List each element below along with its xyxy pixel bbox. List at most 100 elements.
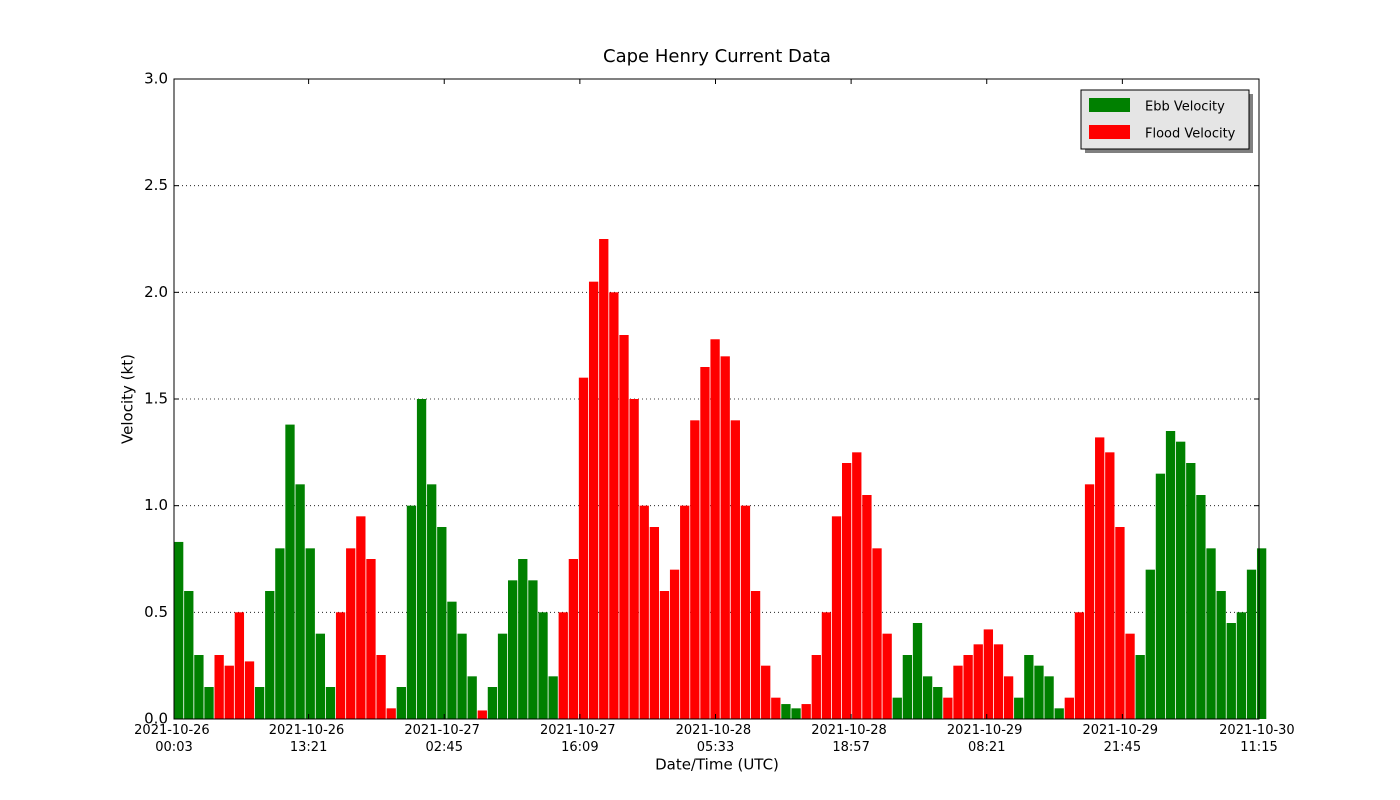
- bar: [599, 239, 609, 719]
- bar: [761, 665, 771, 719]
- bar: [821, 612, 832, 719]
- bar: [720, 356, 730, 719]
- bar: [1054, 708, 1064, 719]
- bar: [588, 281, 599, 719]
- bar: [680, 505, 690, 719]
- bar: [508, 580, 518, 719]
- bar: [710, 339, 720, 719]
- bar: [427, 484, 437, 719]
- bar: [609, 292, 619, 719]
- bar: [1014, 697, 1024, 719]
- bar: [457, 633, 467, 719]
- bar: [1176, 441, 1186, 719]
- bar: [1105, 452, 1115, 719]
- y-tick-label: 0.0: [144, 710, 168, 728]
- bar: [1074, 612, 1085, 719]
- bar: [497, 633, 508, 719]
- bar: [376, 655, 386, 719]
- bar: [447, 601, 457, 719]
- chart-title: Cape Henry Current Data: [603, 46, 831, 67]
- bar: [305, 548, 315, 719]
- bar: [1216, 591, 1226, 719]
- bar: [983, 629, 994, 719]
- bar: [811, 655, 821, 719]
- bar: [558, 612, 568, 719]
- bar: [629, 399, 639, 719]
- bar: [335, 612, 346, 719]
- x-tick-label: 2021-10-26 00:03: [134, 723, 214, 755]
- bar: [1155, 473, 1166, 719]
- bar: [649, 527, 660, 719]
- bar: [791, 708, 801, 719]
- bar: [477, 710, 487, 719]
- bar: [1165, 431, 1176, 719]
- bar: [224, 665, 234, 719]
- bar: [933, 687, 943, 719]
- bar: [1115, 527, 1125, 719]
- legend-swatch: [1089, 125, 1130, 139]
- bar: [204, 687, 214, 719]
- x-tick-label: 2021-10-27 16:09: [540, 723, 620, 755]
- bar: [214, 655, 224, 719]
- legend: [1080, 89, 1250, 150]
- bar: [1125, 633, 1135, 719]
- bar: [912, 623, 923, 719]
- y-axis-label: Velocity (kt): [119, 354, 137, 444]
- bar: [234, 612, 245, 719]
- x-tick-label: 2021-10-27 02:45: [404, 723, 484, 755]
- bar: [275, 548, 285, 719]
- bar: [1206, 548, 1216, 719]
- bar: [325, 687, 336, 719]
- bar: [528, 580, 538, 719]
- bar: [872, 548, 882, 719]
- bar: [801, 704, 811, 719]
- bar: [194, 655, 204, 719]
- bar: [416, 399, 427, 719]
- bar: [578, 377, 589, 719]
- bar: [265, 591, 275, 719]
- bar: [1044, 676, 1054, 719]
- bar: [750, 591, 761, 719]
- legend-label: Ebb Velocity: [1145, 100, 1225, 115]
- x-tick-label: 2021-10-28 05:33: [676, 723, 756, 755]
- bar: [1095, 437, 1105, 719]
- bar: [902, 655, 913, 719]
- y-tick-label: 3.0: [144, 70, 168, 88]
- bar: [386, 708, 396, 719]
- bar: [1256, 548, 1267, 719]
- bar: [518, 559, 528, 719]
- bar: [862, 495, 872, 719]
- y-tick-label: 2.5: [144, 176, 168, 194]
- bar: [487, 687, 498, 719]
- bar: [1186, 463, 1196, 719]
- bar: [1145, 569, 1155, 719]
- y-tick-label: 1.5: [144, 390, 168, 408]
- y-tick-label: 0.5: [144, 603, 168, 621]
- x-tick-label: 2021-10-28 18:57: [811, 723, 891, 755]
- bar: [538, 612, 548, 719]
- bar: [922, 676, 933, 719]
- bar: [852, 452, 862, 719]
- y-tick-label: 1.0: [144, 496, 168, 514]
- bar: [973, 644, 983, 719]
- bar: [366, 559, 376, 719]
- bar: [285, 424, 295, 719]
- bar: [993, 644, 1004, 719]
- bar: [740, 505, 751, 719]
- bar: [669, 569, 680, 719]
- bar: [690, 420, 700, 719]
- bar: [1226, 623, 1236, 719]
- x-axis-label: Date/Time (UTC): [655, 756, 779, 774]
- legend-swatch: [1089, 98, 1130, 112]
- plot-frame: [173, 78, 1260, 720]
- bar: [842, 463, 852, 719]
- bar: [244, 661, 255, 719]
- bar: [346, 548, 356, 719]
- bar: [953, 665, 963, 719]
- bar: [437, 527, 447, 719]
- bar: [781, 704, 791, 719]
- x-tick-label: 2021-10-29 21:45: [1083, 723, 1163, 755]
- bar: [1024, 655, 1034, 719]
- bar: [1084, 484, 1095, 719]
